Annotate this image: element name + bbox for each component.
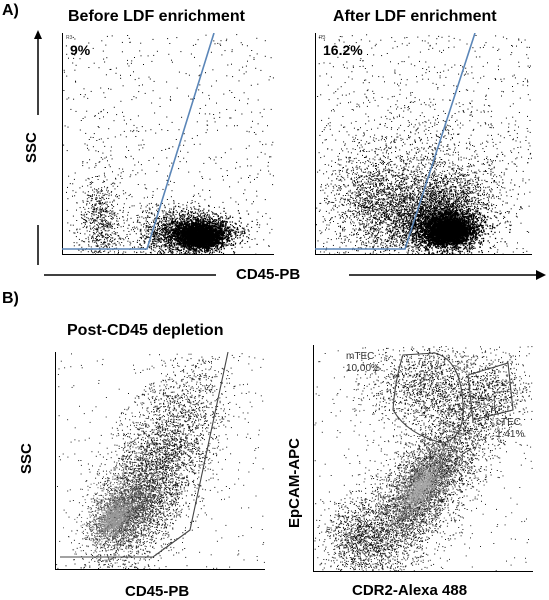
scatter-plot-post-depletion: [55, 352, 265, 570]
gate-name-ctec: cTEC: [496, 417, 524, 429]
plot-b-left: [55, 352, 265, 570]
gate-percent-a-left: 9%: [70, 42, 90, 58]
cd45-arrow-a: [44, 270, 546, 280]
x-axis-label-a: CD45-PB: [236, 266, 300, 283]
plot-a-left-title: Before LDF enrichment: [68, 8, 245, 26]
gate-percent-ctec: 1.41%: [496, 429, 524, 441]
ssc-arrow-a: [34, 30, 42, 265]
x-axis-label-b-right: CDR2-Alexa 488: [352, 582, 467, 599]
plot-a-right-title: After LDF enrichment: [333, 8, 497, 26]
scatter-plot-after: [315, 33, 532, 255]
panel-b-label: B): [2, 290, 19, 308]
gate-name-mtec: mTEC: [346, 351, 380, 363]
plot-a-left: [62, 33, 274, 255]
gate-label-ctec: cTEC 1.41%: [496, 417, 524, 441]
x-axis-label-b-left: CD45-PB: [125, 583, 189, 600]
y-axis-label-b-right: EpCAM-APC: [286, 438, 303, 528]
scatter-plot-epcam-cdr2: [313, 345, 533, 572]
gate-id-a-right: R3: [319, 35, 325, 41]
plot-a-right: [315, 33, 532, 255]
panel-a-label: A): [2, 2, 19, 20]
plot-b-right: [313, 345, 533, 572]
gate-percent-mtec: 10.00%: [346, 363, 380, 375]
gate-id-a-left: R3: [66, 35, 72, 41]
plot-b-left-title: Post-CD45 depletion: [67, 322, 223, 340]
scatter-plot-before: [62, 33, 274, 255]
gate-label-mtec: mTEC 10.00%: [346, 351, 380, 375]
gate-percent-a-right: 16.2%: [323, 42, 363, 58]
y-axis-label-b-left: SSC: [18, 443, 35, 474]
y-axis-label-a: SSC: [23, 132, 40, 163]
